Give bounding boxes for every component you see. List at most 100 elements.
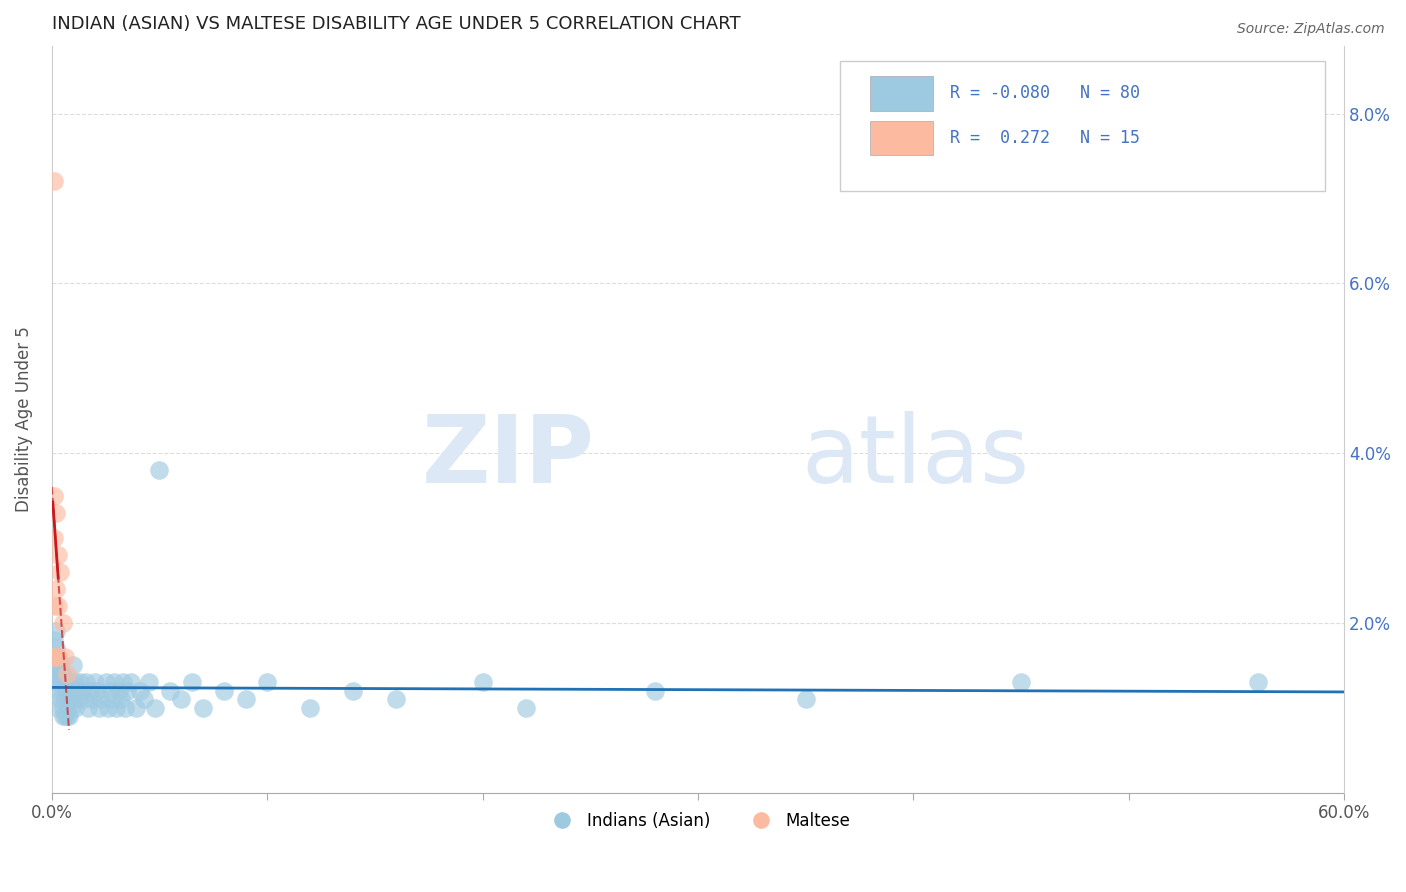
Point (56, 666, 79, 681)
Point (794, 692, 817, 706)
Point (58, 709, 80, 723)
Point (62, 658, 84, 673)
Point (82, 692, 104, 706)
Point (53, 692, 76, 706)
Point (66, 692, 89, 706)
Point (159, 683, 181, 698)
Point (49, 565, 72, 579)
Point (46, 649, 69, 664)
Point (299, 700, 322, 714)
Point (53, 675, 76, 690)
Point (143, 700, 166, 714)
Point (51, 700, 73, 714)
Point (134, 692, 156, 706)
Text: atlas: atlas (801, 410, 1029, 502)
Point (86, 683, 108, 698)
Point (1247, 675, 1270, 690)
Point (42, 666, 65, 681)
Point (180, 675, 202, 690)
Point (110, 692, 132, 706)
Point (515, 700, 537, 714)
Legend: Indians (Asian), Maltese: Indians (Asian), Maltese (538, 805, 858, 837)
Point (471, 675, 494, 690)
Point (148, 463, 170, 477)
FancyBboxPatch shape (870, 77, 934, 111)
Point (114, 700, 136, 714)
Point (53, 649, 76, 664)
Point (342, 683, 364, 698)
Point (75, 675, 97, 690)
Point (94, 675, 117, 690)
Point (46, 649, 69, 664)
Text: R = -0.080   N = 80: R = -0.080 N = 80 (950, 85, 1140, 103)
Point (51, 709, 73, 723)
Point (125, 700, 148, 714)
Point (191, 700, 214, 714)
Text: R =  0.272   N = 15: R = 0.272 N = 15 (950, 129, 1140, 147)
Point (45, 624, 67, 639)
Point (42, 632, 65, 647)
Point (45, 649, 67, 664)
Point (69, 675, 91, 690)
Point (58, 675, 80, 690)
Point (65, 675, 87, 690)
Point (97, 700, 120, 714)
Point (42, 489, 65, 503)
FancyBboxPatch shape (841, 61, 1324, 191)
Point (129, 683, 152, 698)
Point (46, 683, 69, 698)
Point (56, 700, 79, 714)
Point (42, 649, 65, 664)
Point (58, 692, 80, 706)
Point (46, 548, 69, 562)
Point (212, 683, 235, 698)
Point (105, 700, 128, 714)
Point (49, 692, 72, 706)
Point (45, 582, 67, 596)
Point (56, 709, 79, 723)
Point (46, 666, 69, 681)
Text: INDIAN (ASIAN) VS MALTESE DISABILITY AGE UNDER 5 CORRELATION CHART: INDIAN (ASIAN) VS MALTESE DISABILITY AGE… (52, 15, 741, 33)
Point (77, 700, 100, 714)
Point (53, 709, 76, 723)
Point (107, 683, 129, 698)
Point (56, 683, 79, 698)
Point (385, 692, 408, 706)
Point (46, 700, 69, 714)
Point (45, 506, 67, 520)
Point (644, 683, 666, 698)
Point (42, 599, 65, 613)
Point (73, 692, 96, 706)
Point (90, 692, 112, 706)
Point (42, 649, 65, 664)
Point (83, 675, 105, 690)
Point (49, 658, 72, 673)
Text: ZIP: ZIP (422, 410, 595, 502)
Point (89, 700, 111, 714)
Point (51, 615, 73, 630)
Point (49, 675, 72, 690)
Point (138, 675, 160, 690)
Point (45, 641, 67, 656)
Point (60, 683, 83, 698)
Y-axis label: Disability Age Under 5: Disability Age Under 5 (15, 326, 32, 512)
Point (45, 675, 67, 690)
FancyBboxPatch shape (870, 121, 934, 155)
Point (65, 700, 87, 714)
Point (256, 675, 278, 690)
Point (115, 683, 138, 698)
Point (170, 692, 193, 706)
Point (51, 666, 73, 681)
Point (120, 675, 142, 690)
Point (79, 683, 101, 698)
Point (45, 658, 67, 673)
Point (103, 675, 125, 690)
Point (70, 683, 93, 698)
Text: Source: ZipAtlas.com: Source: ZipAtlas.com (1237, 22, 1385, 37)
Point (1010, 675, 1032, 690)
Point (101, 692, 124, 706)
Point (98, 683, 121, 698)
Point (62, 692, 84, 706)
Point (51, 683, 73, 698)
Point (235, 692, 257, 706)
